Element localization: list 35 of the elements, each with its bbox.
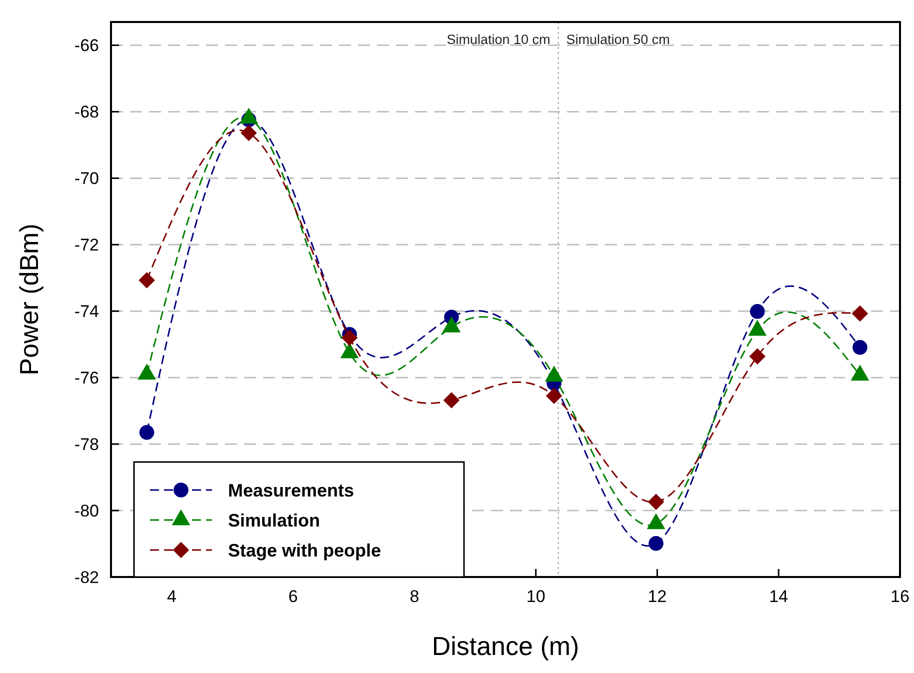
legend-label: Measurements	[228, 480, 354, 500]
point	[546, 388, 562, 404]
x-tick-label: 8	[410, 587, 420, 606]
x-tick-label: 16	[890, 587, 910, 606]
point	[138, 272, 155, 288]
y-tick-label: -70	[74, 169, 99, 188]
y-tick-label: -68	[74, 102, 99, 122]
legend-label: Simulation	[228, 510, 320, 530]
x-tick-label: 6	[288, 587, 298, 606]
point	[750, 304, 765, 319]
point	[342, 330, 358, 346]
legend-label: Stage with people	[228, 540, 382, 560]
y-tick-label: -74	[74, 302, 99, 322]
annotation: Simulation 50 cm	[566, 32, 670, 47]
x-tick-label: 14	[769, 587, 788, 606]
annotation: Simulation 10 cm	[446, 32, 550, 47]
point	[852, 306, 868, 322]
point	[240, 125, 257, 141]
point	[749, 348, 766, 364]
x-axis-title: Distance (m)	[432, 631, 580, 661]
y-tick-label: -82	[74, 568, 99, 587]
x-tick-label: 12	[648, 587, 667, 606]
point	[648, 536, 664, 551]
point	[852, 340, 868, 355]
x-tick-label: 10	[526, 587, 546, 606]
y-tick-label: -76	[74, 368, 99, 388]
y-tick-label: -78	[74, 435, 99, 454]
point	[444, 392, 460, 408]
x-tick-label: 4	[166, 587, 176, 606]
y-tick-label: -66	[74, 36, 99, 56]
point	[139, 425, 154, 440]
point	[648, 494, 664, 510]
y-tick-label: -80	[74, 501, 99, 520]
y-axis-title: Power (dBm)	[14, 224, 44, 376]
y-tick-label: -72	[74, 236, 99, 255]
